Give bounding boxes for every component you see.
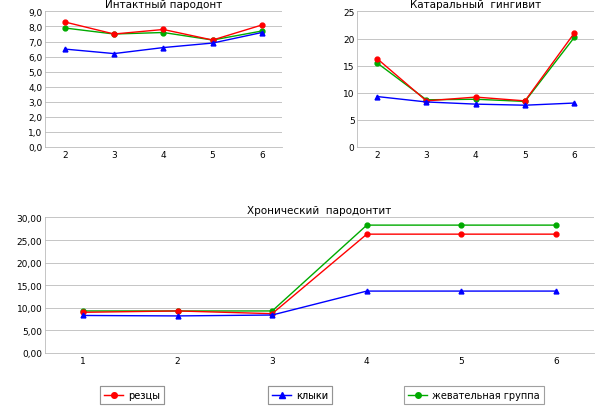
Legend: жевательная группа: жевательная группа	[404, 386, 544, 404]
Legend: клыки: клыки	[268, 386, 332, 404]
Title: Интактный пародонт: Интактный пародонт	[104, 0, 222, 10]
Legend: резцы: резцы	[100, 386, 164, 404]
Title: Хронический  пародонтит: Хронический пародонтит	[247, 206, 392, 216]
Title: Катаральный  гингивит: Катаральный гингивит	[410, 0, 541, 10]
